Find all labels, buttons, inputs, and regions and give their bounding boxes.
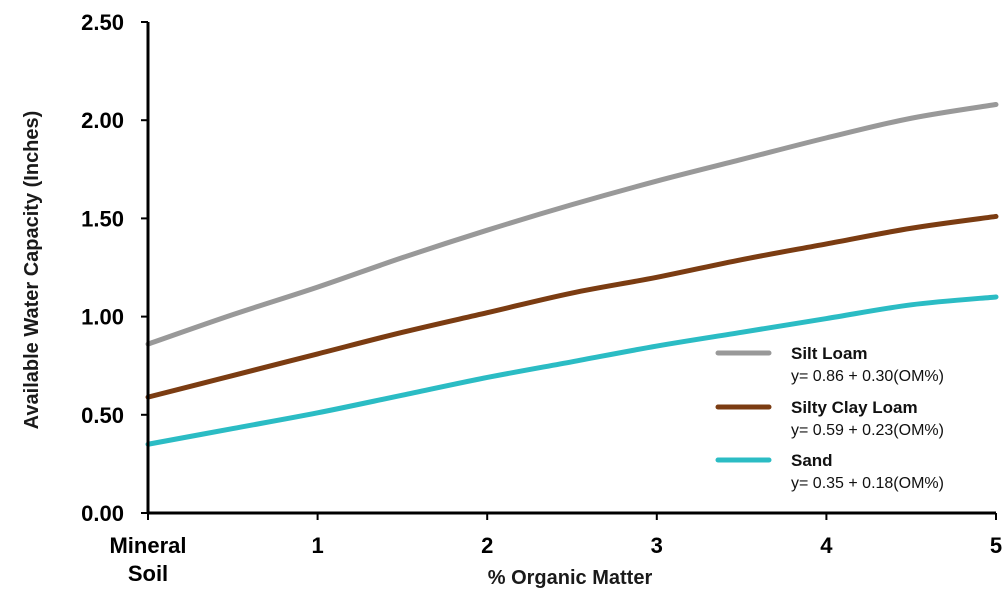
x-tick-label-line: 5 (990, 533, 1002, 558)
x-ticks: Mineral Soil 1 2 3 4 5 (109, 513, 1002, 586)
legend-equation-sand: y= 0.35 + 0.18(OM%) (791, 475, 944, 492)
y-tick-label: 1.50 (81, 206, 124, 231)
y-tick-label: 0.00 (81, 501, 124, 526)
legend-equation-silt-loam: y= 0.86 + 0.30(OM%) (791, 368, 944, 385)
y-tick-label: 1.00 (81, 305, 124, 330)
legend-equation-silty-clay-loam: y= 0.59 + 0.23(OM%) (791, 422, 944, 439)
y-ticks: 0.00 0.50 1.00 1.50 2.00 2.50 (81, 10, 148, 526)
x-tick-label-line: 3 (651, 533, 663, 558)
x-tick-label-line: 1 (311, 533, 323, 558)
x-tick-label-line: Mineral (109, 533, 186, 558)
x-tick-label-line: 2 (481, 533, 493, 558)
axes (146, 22, 996, 515)
x-tick-label-line: Soil (128, 561, 168, 586)
legend-label-silty-clay-loam: Silty Clay Loam (791, 398, 918, 417)
legend: Silt Loam y= 0.86 + 0.30(OM%) Silty Clay L… (715, 344, 944, 492)
x-tick-label: 4 (820, 533, 833, 558)
silty-clay-loam-line (145, 213, 999, 400)
plot-lines (145, 101, 999, 447)
y-tick-label: 2.00 (81, 108, 124, 133)
x-tick-label-line: 4 (820, 533, 833, 558)
silt-loam-line (145, 101, 999, 347)
sand-line (145, 294, 999, 447)
y-tick-label: 2.50 (81, 10, 124, 35)
x-tick-label: 1 (311, 533, 323, 558)
x-tick-label: Mineral Soil (109, 533, 186, 586)
x-tick-label: 2 (481, 533, 493, 558)
x-tick-label: 3 (651, 533, 663, 558)
x-tick-label: 5 (990, 533, 1002, 558)
legend-label-sand: Sand (791, 451, 833, 470)
legend-label-silt-loam: Silt Loam (791, 344, 868, 363)
x-axis-title: % Organic Matter (488, 567, 653, 589)
y-tick-label: 0.50 (81, 403, 124, 428)
y-axis-title: Available Water Capacity (Inches) (21, 111, 43, 430)
